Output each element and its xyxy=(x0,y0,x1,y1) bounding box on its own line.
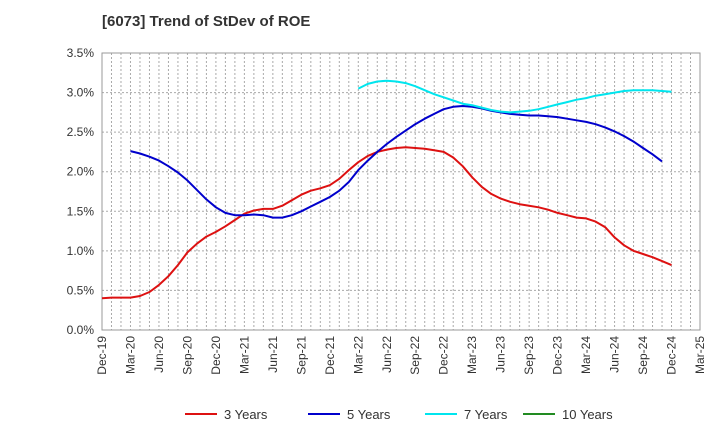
x-tick-label: Sep-24 xyxy=(636,336,650,375)
y-tick-label: 3.0% xyxy=(67,86,95,100)
plot-frame xyxy=(101,52,701,331)
y-tick-label: 3.5% xyxy=(67,46,95,60)
x-tick-label: Jun-22 xyxy=(380,336,394,373)
x-tick-label: Mar-22 xyxy=(351,336,365,374)
legend-label: 7 Years xyxy=(464,407,508,422)
y-tick-label: 2.5% xyxy=(67,125,95,139)
x-axis: Dec-19 Mar-20 Jun-20 Sep-20 Dec-20 Mar-21 Jun-… xyxy=(95,336,707,375)
x-tick-label: Mar-23 xyxy=(465,336,479,374)
chart-title: [6073] Trend of StDev of ROE xyxy=(102,13,310,30)
y-tick-label: 1.5% xyxy=(67,204,95,218)
x-tick-label: Sep-21 xyxy=(294,336,308,375)
y-tick-label: 2.0% xyxy=(67,165,95,179)
grid-lines xyxy=(102,53,700,330)
legend-label: 3 Years xyxy=(224,407,268,422)
x-tick-label: Sep-20 xyxy=(180,336,194,375)
x-tick-label: Sep-23 xyxy=(522,336,536,375)
y-tick-label: 0.0% xyxy=(67,323,95,337)
x-tick-label: Dec-19 xyxy=(95,336,109,375)
x-tick-label: Dec-22 xyxy=(437,336,451,375)
x-tick-label: Mar-20 xyxy=(123,336,137,374)
x-tick-label: Jun-24 xyxy=(608,336,622,373)
x-tick-label: Dec-20 xyxy=(209,336,223,375)
y-tick-label: 1.0% xyxy=(67,244,95,258)
x-tick-label: Dec-21 xyxy=(323,336,337,375)
x-tick-label: Jun-20 xyxy=(152,336,166,373)
x-tick-label: Mar-21 xyxy=(237,336,251,374)
series-lines xyxy=(101,79,672,300)
x-tick-label: Mar-25 xyxy=(693,336,707,374)
x-tick-label: Jun-23 xyxy=(494,336,508,373)
x-tick-label: Dec-23 xyxy=(551,336,565,375)
legend-label: 10 Years xyxy=(562,407,613,422)
x-tick-label: Jun-21 xyxy=(266,336,280,373)
series-line xyxy=(101,146,672,300)
x-tick-label: Mar-24 xyxy=(579,336,593,374)
x-tick-label: Dec-24 xyxy=(665,336,679,375)
series-line xyxy=(130,105,663,219)
legend: 3 Years 5 Years 7 Years 10 Years xyxy=(185,407,613,422)
series-line xyxy=(357,79,672,114)
x-tick-label: Sep-22 xyxy=(408,336,422,375)
y-axis: 0.0% 0.5% 1.0% 1.5% 2.0% 2.5% 3.0% 3.5% xyxy=(67,46,95,337)
y-tick-label: 0.5% xyxy=(67,283,95,297)
legend-label: 5 Years xyxy=(347,407,391,422)
